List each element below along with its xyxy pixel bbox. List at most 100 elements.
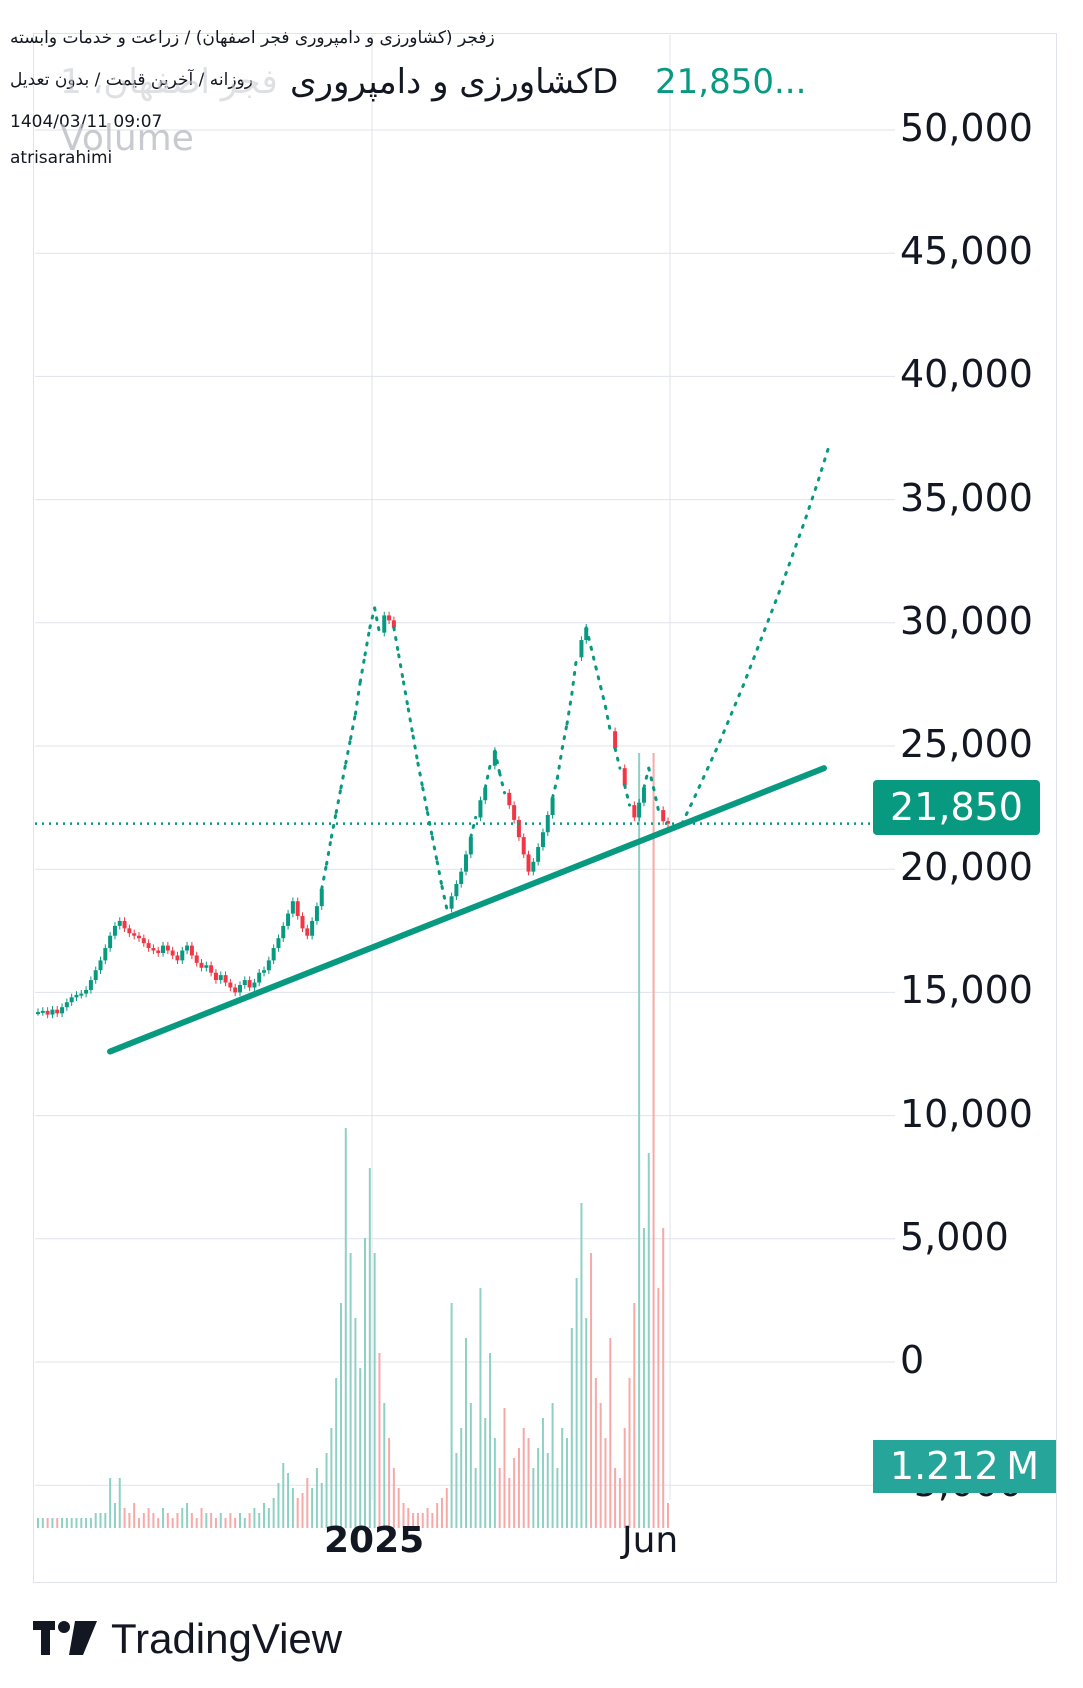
volume-bar xyxy=(51,1518,54,1528)
price-path-segment xyxy=(652,786,660,812)
volume-bar xyxy=(137,1518,140,1528)
price-path-segment xyxy=(353,680,362,716)
candle-body xyxy=(266,960,271,971)
volume-bar xyxy=(469,1403,472,1528)
title-text: کشاورزی و دامپروری xyxy=(290,62,593,102)
volume-bar xyxy=(65,1518,68,1528)
price-path-segment xyxy=(493,749,502,775)
volume-bar xyxy=(474,1468,477,1528)
candle-body xyxy=(237,985,242,993)
volume-bar xyxy=(368,1168,371,1528)
volume-bar xyxy=(296,1498,299,1528)
candle-body xyxy=(281,925,286,939)
volume-bar xyxy=(75,1518,78,1528)
candle-body xyxy=(550,797,555,815)
volume-bar xyxy=(585,1318,588,1528)
price-path-segment xyxy=(426,811,434,839)
volume-bar xyxy=(590,1253,593,1528)
price-path-segment xyxy=(334,786,343,815)
volume-bar xyxy=(142,1513,145,1528)
volume-bar xyxy=(176,1513,179,1528)
volume-bar xyxy=(349,1253,352,1528)
volume-bar xyxy=(253,1508,256,1528)
candle-body xyxy=(36,1012,40,1015)
volume-bar xyxy=(61,1518,64,1528)
y-tick-label: 20,000 xyxy=(900,845,1033,890)
candle-body xyxy=(132,933,137,936)
volume-bar xyxy=(402,1503,405,1528)
candle-body xyxy=(55,1009,60,1014)
candle-body xyxy=(74,994,79,998)
volume-bar xyxy=(85,1518,88,1528)
last-volume-tag: 1.212 M xyxy=(873,1440,1056,1493)
volume-bar xyxy=(383,1403,386,1528)
volume-bar xyxy=(282,1463,285,1528)
price-path-segment xyxy=(358,653,367,684)
candle-body xyxy=(454,883,459,897)
candle-body xyxy=(170,950,175,956)
volume-bar xyxy=(219,1513,222,1528)
volume-bar xyxy=(498,1468,501,1528)
interval-text: D xyxy=(592,62,619,102)
grid-lines xyxy=(35,35,895,1500)
candle-body xyxy=(464,854,469,872)
volume-bar xyxy=(301,1493,304,1528)
volume-bar xyxy=(537,1448,540,1528)
volume-label: Volume xyxy=(60,118,194,159)
candle-body xyxy=(151,948,156,951)
candle-body xyxy=(233,987,238,993)
volume-bar xyxy=(594,1378,597,1528)
candle-body xyxy=(223,975,228,983)
volume-bar xyxy=(344,1128,347,1528)
candle-body xyxy=(382,615,387,633)
author: atrisarahimi xyxy=(10,148,113,168)
candle-body xyxy=(108,935,113,949)
volume-bar xyxy=(166,1513,169,1528)
price-path-segment xyxy=(623,783,632,807)
y-tick-label: 25,000 xyxy=(900,722,1033,766)
volume-bar xyxy=(609,1338,612,1528)
candle-body xyxy=(79,993,84,996)
volume-bar xyxy=(397,1488,400,1528)
candle-body xyxy=(521,837,526,855)
y-tick-label: 0 xyxy=(900,1338,925,1382)
price-path-segment xyxy=(397,653,405,684)
header-price: 21,850... xyxy=(655,62,807,102)
price-path-segment xyxy=(565,692,574,726)
volume-bar xyxy=(652,753,655,1528)
volume-bar xyxy=(330,1428,333,1528)
volume-bar xyxy=(195,1518,198,1528)
projection-path xyxy=(680,441,832,826)
candle-body xyxy=(531,861,536,872)
volume-bar xyxy=(306,1478,309,1528)
timestamp: 1404/03/11 09:07 xyxy=(10,112,163,132)
price-path-segment xyxy=(339,761,348,790)
x-tick-label: 2025 xyxy=(324,1520,425,1561)
symbol-line: زفجر (کشاورزی و دامپروری فجر اصفهان) / ز… xyxy=(10,28,495,48)
volume-bar xyxy=(392,1468,395,1528)
price-path-segment xyxy=(551,776,559,800)
candle-body xyxy=(185,945,190,951)
candle-body xyxy=(60,1007,65,1014)
volume-bar xyxy=(378,1353,381,1528)
volume-bar xyxy=(205,1513,208,1528)
candle-body xyxy=(305,928,310,936)
volume-bar xyxy=(647,1153,650,1528)
candle-body xyxy=(540,832,545,848)
volume-bar xyxy=(580,1203,583,1528)
volume-bar xyxy=(287,1473,290,1528)
drawings[interactable] xyxy=(35,441,935,1055)
brand[interactable]: TradingView xyxy=(33,1615,342,1663)
volume-bar xyxy=(80,1518,83,1528)
candle-body xyxy=(194,955,199,963)
volume-bar xyxy=(503,1408,506,1528)
volume-bar xyxy=(570,1328,573,1528)
volume-bar xyxy=(311,1488,314,1528)
candle-body xyxy=(468,837,473,855)
candle-body xyxy=(117,920,122,926)
candle-body xyxy=(290,901,295,914)
price-path-segment xyxy=(589,645,598,669)
volume-bar xyxy=(575,1278,578,1528)
volume-bar xyxy=(162,1508,165,1528)
